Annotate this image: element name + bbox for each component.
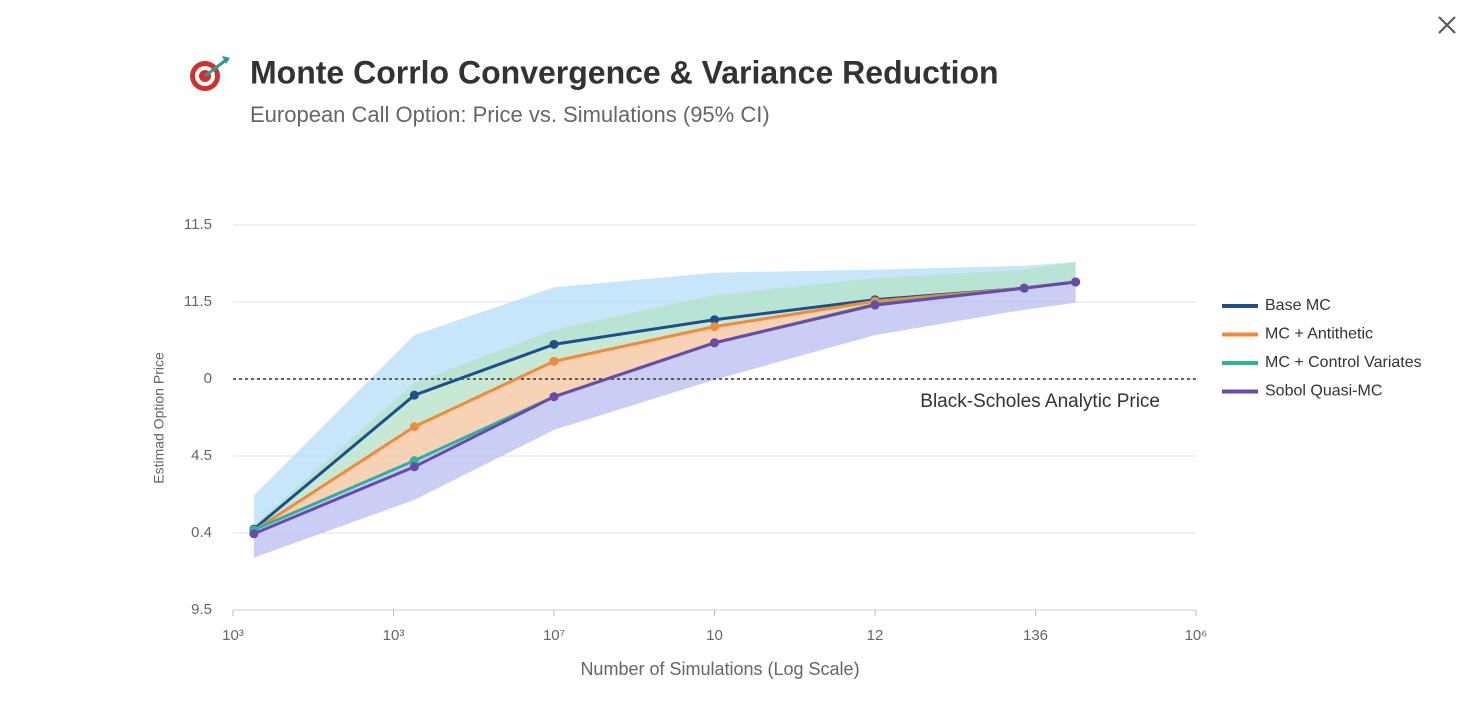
y-tick-label: 9.5 — [191, 601, 212, 618]
y-tick-label: 0 — [204, 370, 212, 387]
ci-band — [253, 281, 1076, 558]
x-tick-label: 136 — [1023, 627, 1048, 644]
reference-label: Black-Scholes Analytic Price — [920, 391, 1160, 412]
data-point — [710, 338, 719, 348]
y-axis-label: Estimad Option Price — [151, 352, 167, 484]
data-point — [710, 322, 719, 332]
x-tick-label: 12 — [867, 627, 884, 644]
data-point — [1019, 283, 1029, 293]
data-point — [409, 462, 419, 472]
chart-title: Monte Corrlo Convergence & Variance Redu… — [250, 54, 999, 90]
ci-band — [253, 261, 1076, 530]
x-tick-label: 10⁶ — [1185, 627, 1208, 644]
close-button[interactable] — [1438, 16, 1456, 34]
y-tick-label: 11.5 — [184, 216, 212, 233]
legend-label: Base MC — [1265, 297, 1331, 314]
data-point — [549, 339, 559, 349]
data-point — [249, 529, 259, 539]
data-point — [1071, 277, 1081, 287]
data-point — [870, 300, 880, 310]
y-tick-label: 0.4 — [191, 524, 212, 541]
y-tick-label: 4.5 — [191, 447, 212, 464]
x-tick-label: 10 — [706, 627, 723, 644]
x-tick-label: 10⁷ — [543, 627, 565, 644]
legend-label: MC + Antithetic — [1265, 326, 1373, 343]
data-point — [710, 315, 719, 325]
data-point — [549, 392, 559, 402]
y-tick-label: 11.5 — [184, 293, 212, 310]
target-icon — [190, 56, 230, 91]
x-axis-label: Number of Simulations (Log Scale) — [580, 659, 859, 679]
chart-subtitle: European Call Option: Price vs. Simulati… — [250, 102, 770, 127]
legend-label: MC + Control Variates — [1265, 354, 1422, 371]
x-tick-label: 10³ — [383, 627, 405, 644]
legend-label: Sobol Quasi-MC — [1265, 383, 1382, 400]
data-point — [549, 356, 559, 366]
data-point — [409, 422, 419, 432]
x-tick-label: 10³ — [222, 627, 244, 644]
data-point — [409, 456, 419, 466]
data-point — [409, 390, 419, 400]
